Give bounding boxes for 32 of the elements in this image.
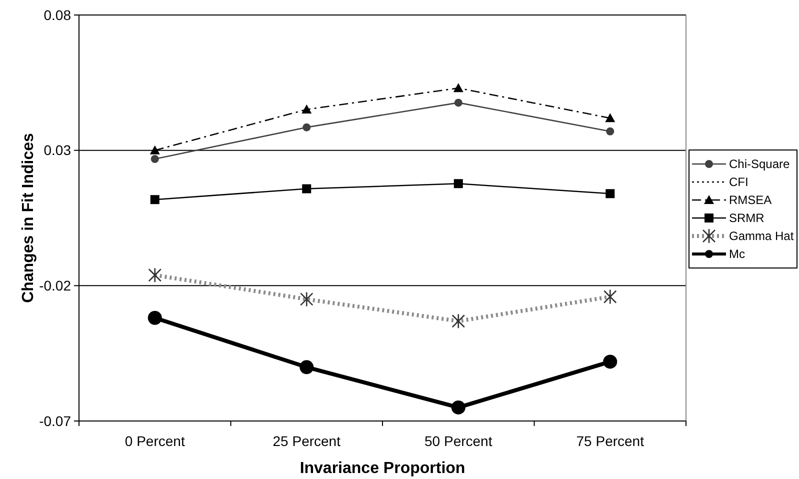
point xyxy=(150,154,159,163)
y-tick-label: -0.02 xyxy=(39,278,72,294)
y-tick-label: 0.08 xyxy=(44,6,72,23)
legend-label: Mc xyxy=(729,247,745,262)
x-tick-label: 75 Percent xyxy=(576,433,644,449)
point xyxy=(606,127,614,136)
y-axis-title: Changes in Fit Indices xyxy=(20,133,37,303)
x-tick-label: 50 Percent xyxy=(424,433,492,449)
x-axis-title: Invariance Proportion xyxy=(300,460,466,477)
point xyxy=(454,98,462,107)
point xyxy=(302,104,312,114)
point xyxy=(453,83,464,92)
legend-label: Chi-Square xyxy=(729,157,790,172)
y-tick-label: -0.07 xyxy=(39,412,72,429)
x-tick-label: 0 Percent xyxy=(124,433,185,449)
point xyxy=(605,113,616,122)
y-tick-label: 0.03 xyxy=(44,142,72,158)
point xyxy=(451,400,466,414)
point xyxy=(150,195,160,204)
legend-label: RMSEA xyxy=(729,193,772,208)
legend-label: Gamma Hat xyxy=(729,229,794,244)
point xyxy=(150,145,160,154)
point xyxy=(302,184,312,194)
point xyxy=(606,189,615,198)
legend-label: SRMR xyxy=(729,211,765,226)
point xyxy=(603,354,618,369)
legend-label: CFI xyxy=(729,175,748,190)
point xyxy=(454,179,463,188)
x-tick-label: 25 Percent xyxy=(272,433,341,449)
point xyxy=(148,310,162,325)
point xyxy=(302,123,311,132)
point xyxy=(300,360,314,374)
